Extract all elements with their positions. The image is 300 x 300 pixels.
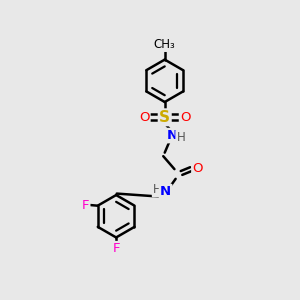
Text: H: H [176,131,185,144]
Text: F: F [82,199,89,212]
Text: H: H [153,183,162,196]
Text: N: N [160,185,171,198]
Text: S: S [159,110,170,125]
Text: O: O [193,162,203,175]
Text: N: N [167,129,178,142]
Text: O: O [139,111,149,124]
Text: CH₃: CH₃ [154,38,176,51]
Text: O: O [180,111,190,124]
Text: F: F [113,242,121,255]
